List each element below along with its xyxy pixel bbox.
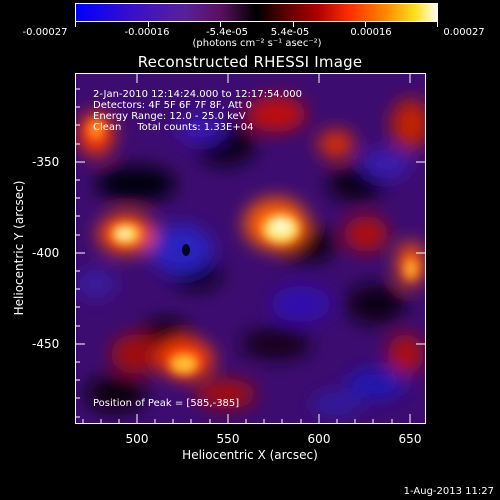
- colorbar-tick-label: 0.00016: [350, 27, 392, 38]
- colorbar-units: (photons cm⁻² s⁻¹ asec⁻²): [192, 38, 322, 49]
- colorbar-tick-label: -0.00016: [124, 27, 170, 38]
- y-tick-label: -450: [32, 337, 60, 351]
- colorbar-tick-label: 0.00027: [443, 27, 485, 38]
- x-tick-label: 500: [125, 432, 149, 446]
- colorbar-tick: [365, 22, 366, 27]
- colorbar: [75, 3, 438, 22]
- colorbar-tick: [75, 22, 76, 27]
- colorbar-tick: [293, 22, 294, 27]
- y-axis-label: Heliocentric Y (arcsec): [12, 180, 26, 316]
- info-time-range: 2-Jan-2010 12:14:24.000 to 12:17:54.000: [93, 89, 302, 100]
- minimum-spot: [182, 244, 190, 256]
- rhessi-image: [76, 74, 425, 423]
- colorbar-tick: [148, 22, 149, 27]
- x-tick-label: 600: [307, 432, 331, 446]
- colorbar-tick-label: -5.4e-05: [206, 27, 248, 38]
- x-axis-label: Heliocentric X (arcsec): [182, 448, 318, 462]
- axis-ticks: [75, 73, 426, 424]
- image-plot: 2-Jan-2010 12:14:24.000 to 12:17:54.000 …: [75, 73, 426, 424]
- x-tick-label: 650: [398, 432, 422, 446]
- info-peak-position: Position of Peak = [585,-385]: [93, 398, 240, 409]
- info-clean-counts: Clean Total counts: 1.33E+04: [93, 122, 254, 133]
- info-detectors: Detectors: 4F 5F 6F 7F 8F, Att 0: [93, 100, 253, 111]
- colorbar-tick-label: 5.4e-05: [270, 27, 310, 38]
- info-energy-range: Energy Range: 12.0 - 25.0 keV: [93, 111, 246, 122]
- colorbar-tick: [437, 22, 438, 27]
- y-tick-label: -400: [32, 246, 60, 260]
- footer-date: 1-Aug-2013 11:27: [403, 486, 494, 497]
- colorbar-tick-label: -0.00027: [22, 27, 68, 38]
- x-tick-label: 550: [216, 432, 240, 446]
- y-tick-label: -350: [32, 155, 60, 169]
- colorbar-tick: [220, 22, 221, 27]
- plot-title: Reconstructed RHESSI Image: [137, 53, 363, 71]
